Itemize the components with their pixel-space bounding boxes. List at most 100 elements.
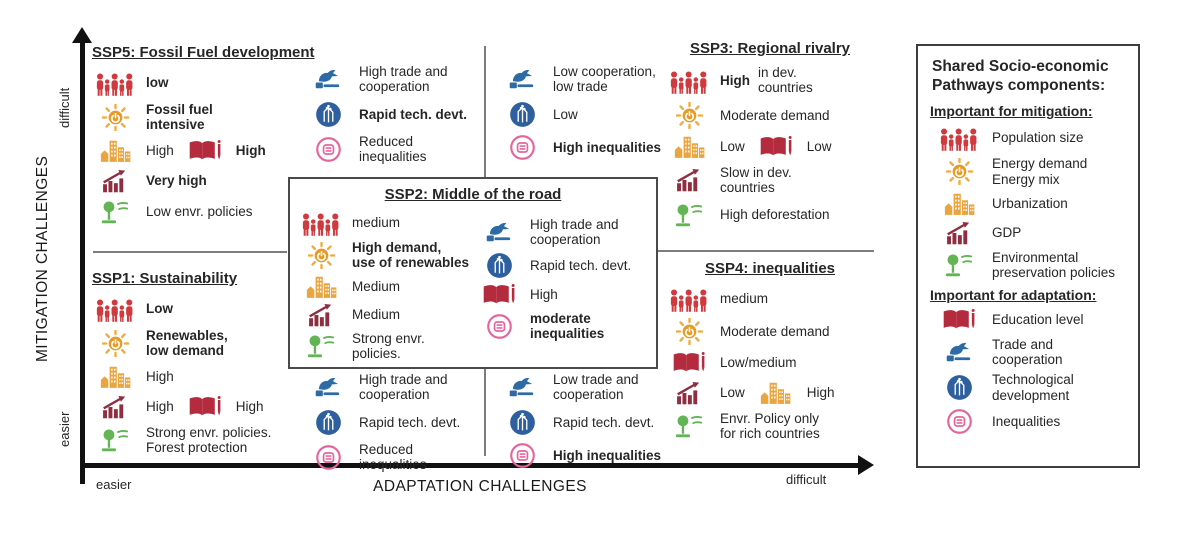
component-value: High [720,72,750,88]
environment-icon [666,413,712,439]
urbanization-icon [92,365,138,389]
tech-icon [305,409,351,436]
x-axis-arrow-icon [858,455,874,475]
population-icon [666,67,712,94]
component-row: Renewables, low demand [92,328,302,359]
legend-item-label: GDP [992,225,1022,241]
x-axis-line [80,463,860,468]
component-value: Very high [146,173,207,189]
energy-icon [666,318,712,345]
component-row: High High [92,395,302,419]
component-value: Renewables, low demand [146,328,228,359]
component-row: medium [666,285,874,312]
panel-ssp1-adaptation: High trade and cooperation Rapid tech. de… [305,372,477,479]
component-value: Moderate demand [720,107,830,123]
education-icon [182,395,228,419]
component-value: High [806,385,835,401]
component-value: Strong envr. policies. [352,330,425,362]
panel-ssp3-adaptation: Low cooperation, low trade Low High inequa… [499,64,669,167]
tech-icon [305,101,351,128]
component-value: Reduced inequalities [359,441,427,473]
population-icon [92,69,138,96]
panel-title: SSP3: Regional rivalry [689,40,851,57]
y-axis-arrow-icon [72,27,92,43]
component-value: Low cooperation, low trade [553,64,656,95]
component-row: Low High [666,381,874,405]
legend-title: Shared Socio-economic Pathways component… [932,58,1130,95]
divider-bottom-vertical [484,369,486,456]
component-value: in dev. countries [758,65,813,96]
component-row: High in dev. countries [666,65,874,96]
gdp-icon [92,395,138,419]
component-value: High trade and cooperation [530,217,619,248]
component-value: High inequalities [553,447,662,463]
component-value: Low trade and cooperation [553,372,639,403]
component-row: Rapid tech. devt. [305,409,477,436]
panel-ssp1: SSP1: Sustainability Low Renewables, low d… [92,270,302,462]
component-value: Low envr. policies [146,204,253,220]
component-row: Rapid tech. devt. [476,252,650,279]
education-icon [666,351,712,375]
divider-left-horizontal [93,251,287,253]
component-row: High inequalities [499,442,669,469]
component-row: Medium [298,303,476,327]
inequalities-icon [499,442,545,469]
x-axis-tick-easier: easier [96,477,132,492]
component-value: High [235,143,266,159]
component-row: Rapid tech. devt. [499,409,669,436]
trade-icon [305,374,351,400]
urbanization-icon [92,139,138,163]
legend-item-label: Energy demand Energy mix [992,156,1088,187]
panel-title: SSP1: Sustainability [92,270,238,287]
urbanization-icon [753,381,799,405]
component-value: medium [352,214,401,230]
component-value: High [146,143,174,159]
legend-item-label: Education level [992,312,1084,327]
component-value: Slow in dev. countries [720,164,792,196]
component-row: Very high [92,169,294,193]
component-value: Rapid tech. devt. [359,414,461,430]
energy-icon [936,158,982,186]
component-value: High trade and cooperation [359,64,448,95]
component-value: High inequalities [553,139,662,155]
component-row: Moderate demand [666,318,874,345]
legend-item: Education level [930,308,1130,332]
education-icon [936,308,982,332]
component-value: High trade and cooperation [359,372,448,403]
component-row: moderate inequalities [476,311,650,342]
component-value: Fossil fuel intensive [146,102,213,133]
component-row: High [92,365,302,389]
component-row: Envr. Policy only for rich countries [666,411,874,442]
panel-ssp5-adaptation: High trade and cooperation Rapid tech. de… [305,64,477,171]
legend-item-label: Trade and cooperation [992,336,1063,368]
legend-item: Trade and cooperation [930,337,1130,368]
component-value: High [146,399,174,415]
component-value: Low [720,139,745,155]
component-value: High [530,287,558,303]
population-icon [666,285,712,312]
inequalities-icon [305,444,351,471]
divider-top-vertical [484,46,486,178]
trade-icon [499,374,545,400]
panel-ssp2-box: SSP2: Middle of the road medium High dema… [288,177,658,369]
legend-body: Important for mitigation: Population size… [930,103,1130,435]
energy-icon [298,241,344,269]
gdp-icon [298,303,344,327]
component-row: Strong envr. policies. Forest protection [92,425,302,456]
component-row: Low cooperation, low trade [499,64,669,95]
component-value: Low [146,300,173,316]
tech-icon [936,374,982,401]
legend-item: Inequalities [930,408,1130,435]
gdp-icon [92,169,138,193]
component-row: Low envr. policies [92,199,294,225]
component-value: Low [553,106,578,122]
population-icon [92,295,138,322]
legend-item-label: Environmental preservation policies [992,249,1116,281]
component-row: Strong envr. policies. [298,331,476,362]
component-value: Rapid tech. devt. [530,257,632,273]
education-icon [753,135,799,159]
component-row: High trade and cooperation [305,372,477,403]
component-value: Low/medium [720,355,797,371]
component-row: Reduced inequalities [305,134,477,165]
